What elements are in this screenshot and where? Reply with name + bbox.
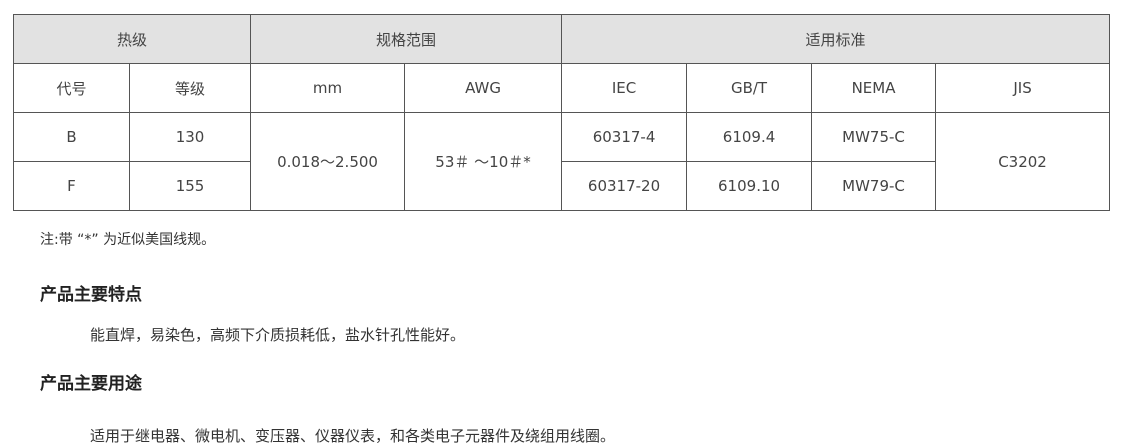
- subheader-awg: AWG: [404, 63, 563, 113]
- subheader-jis: JIS: [935, 63, 1111, 113]
- features-heading: 产品主要特点: [40, 285, 142, 305]
- cell-code: B: [13, 112, 130, 162]
- cell-class: 130: [128, 112, 252, 162]
- table-row: B 130 0.018～2.500 53＃ ～10＃* 60317-4 6109…: [13, 112, 1111, 211]
- cell-gbt: 6109.4: [686, 112, 813, 162]
- table-note: 注:带 “*” 为近似美国线规。: [40, 232, 216, 248]
- cell-iec: 60317-4: [561, 112, 688, 162]
- uses-heading: 产品主要用途: [40, 374, 142, 394]
- subheader-nema: NEMA: [811, 63, 937, 113]
- uses-text: 适用于继电器、微电机、变压器、仪器仪表，和各类电子元器件及绕组用线圈。: [90, 427, 616, 445]
- subheader-gbt: GB/T: [686, 63, 813, 113]
- cell-class: 155: [128, 161, 252, 211]
- cell-code: F: [13, 161, 130, 211]
- header-thermal-class: 热级: [12, 14, 252, 64]
- header-size-range: 规格范围: [250, 14, 563, 64]
- header-standards: 适用标准: [561, 14, 1111, 64]
- cell-iec: 60317-20: [561, 161, 688, 211]
- cell-mm: 0.018～2.500: [250, 112, 406, 211]
- table-row: F 155 60317-20 6109.10 MW79-C: [13, 161, 1110, 211]
- cell-gbt: 6109.10: [686, 161, 813, 211]
- subheader-code: 代号: [13, 63, 130, 113]
- features-text: 能直焊，易染色，高频下介质损耗低，盐水针孔性能好。: [90, 326, 466, 344]
- subheader-iec: IEC: [561, 63, 688, 113]
- cell-nema: MW75-C: [811, 112, 937, 162]
- cell-jis: C3202: [935, 112, 1111, 211]
- subheader-mm: mm: [250, 63, 406, 113]
- spec-table: 热级 规格范围 适用标准 代号 等级 mm AWG IEC GB/T NEMA …: [12, 14, 1111, 211]
- cell-nema: MW79-C: [811, 161, 937, 211]
- cell-awg: 53＃ ～10＃*: [404, 112, 563, 211]
- subheader-class: 等级: [128, 63, 252, 113]
